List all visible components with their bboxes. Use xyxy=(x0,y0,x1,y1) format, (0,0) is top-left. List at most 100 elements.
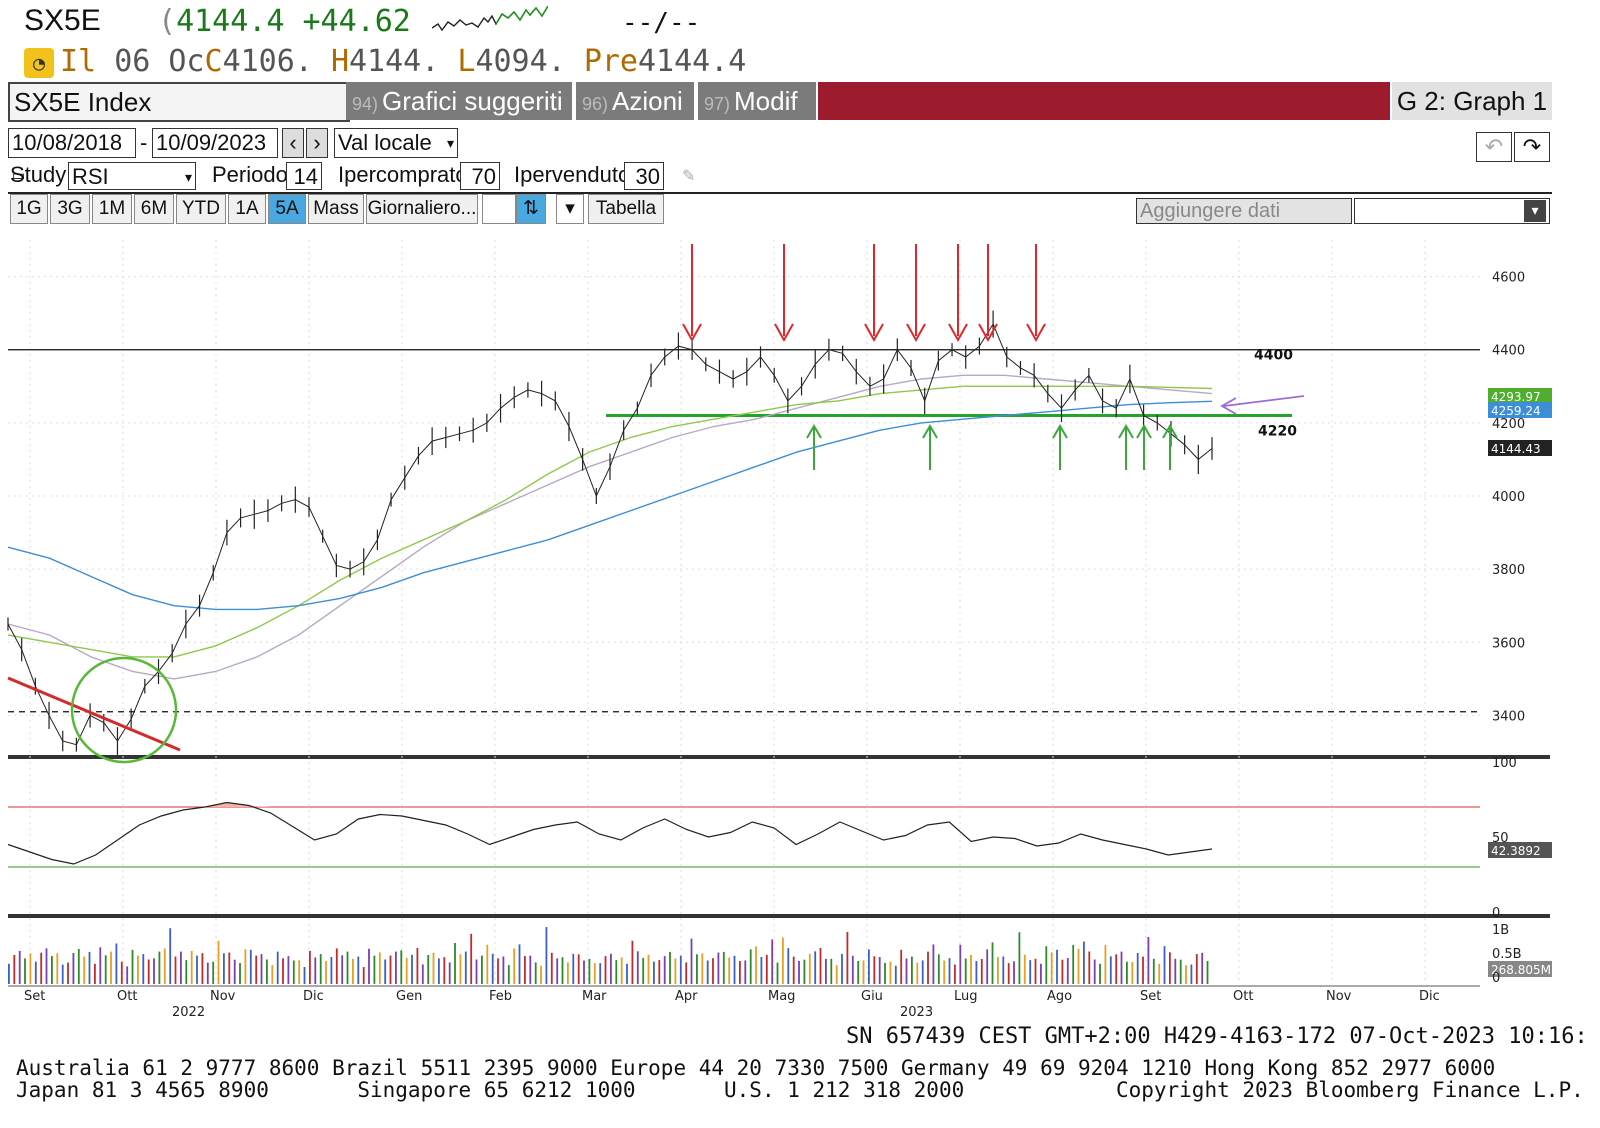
volume-bar xyxy=(803,959,806,984)
last-value-tag xyxy=(1488,402,1552,418)
volume-bar xyxy=(110,951,112,984)
volume-bar xyxy=(674,958,677,984)
add-data-input[interactable]: Aggiungere dati xyxy=(1136,198,1352,224)
volume-bar xyxy=(1152,958,1155,984)
security-field[interactable]: SX5E Index xyxy=(8,82,350,122)
menu-suggested-charts[interactable]: 94)Grafici suggeriti ▾ xyxy=(346,82,572,157)
volume-bar xyxy=(1061,959,1064,984)
quote-day: 06 xyxy=(114,44,151,79)
volume-bar xyxy=(647,954,650,984)
price-tick-label: 4400 xyxy=(1492,344,1525,359)
overbought-input[interactable]: 70 xyxy=(460,162,500,190)
trend-line xyxy=(7,676,181,752)
volume-bar xyxy=(701,953,704,984)
volume-bar xyxy=(389,955,392,984)
sparkline-icon xyxy=(432,6,548,32)
calendar-icon[interactable]: ▭ xyxy=(12,167,26,183)
menu-edit[interactable]: 97) Modif ▾ xyxy=(698,82,816,157)
volume-bars xyxy=(8,927,1209,985)
next-period-button[interactable]: › xyxy=(306,128,328,158)
date-from-field[interactable]: 10/08/2018 ▭ xyxy=(8,128,136,183)
volume-bar xyxy=(561,957,564,984)
volume-bar xyxy=(61,964,64,984)
low-value: 4094. xyxy=(475,44,566,79)
volume-bar xyxy=(1142,956,1144,984)
volume-bar xyxy=(1083,941,1085,984)
range-1g-button[interactable]: 1G xyxy=(10,194,48,224)
table-button[interactable]: Tabella xyxy=(588,194,664,224)
undo-button[interactable]: ↶ xyxy=(1476,132,1512,162)
volume-bar xyxy=(943,960,946,984)
intraday-label: Il xyxy=(60,44,97,79)
menu-actions[interactable]: 96) Azioni ▾ xyxy=(576,82,694,157)
chevron-down-icon[interactable]: ▾ xyxy=(1524,200,1546,222)
last-value-tag-text: 4144.43 xyxy=(1491,442,1541,456)
volume-bar xyxy=(1002,956,1005,984)
study-select[interactable]: RSI ▾ xyxy=(68,162,196,190)
volume-bar xyxy=(1109,956,1112,984)
range-max-button[interactable]: Mass xyxy=(308,194,364,224)
volume-bar xyxy=(685,962,688,984)
volume-bar xyxy=(900,949,903,984)
volume-bar xyxy=(932,944,935,984)
volume-bar xyxy=(373,955,376,984)
volume-bar xyxy=(593,963,596,984)
volume-bar xyxy=(507,965,510,984)
volume-bar xyxy=(190,950,193,984)
period-input[interactable]: 14 xyxy=(286,162,322,190)
prev-period-button[interactable]: ‹ xyxy=(282,128,304,158)
volume-bar xyxy=(1018,932,1021,984)
blank-button[interactable] xyxy=(482,194,516,224)
price-tick-label: 3800 xyxy=(1492,563,1525,578)
contacts-line-1: Australia 61 2 9777 8600 Brazil 5511 239… xyxy=(16,1056,1496,1080)
price-line xyxy=(7,323,1213,746)
date-to-field[interactable]: 10/09/2023 ▭ xyxy=(152,128,278,183)
range-3g-button[interactable]: 3G xyxy=(50,194,90,224)
study-label: Study xyxy=(10,162,67,187)
volume-bar xyxy=(679,955,682,984)
price-tick-label: 4600 xyxy=(1492,271,1525,286)
support-arrow-head xyxy=(922,424,938,439)
x-tick-label: Mar xyxy=(582,989,607,1004)
add-data-select[interactable] xyxy=(1354,198,1550,224)
chevron-down-icon: ▾ xyxy=(565,198,575,219)
x-tick-label: Ott xyxy=(1233,989,1253,1004)
volume-bar xyxy=(1126,961,1128,984)
volume-bar xyxy=(400,950,403,984)
chart-grid xyxy=(8,240,1550,987)
gauge-icon[interactable]: ◔ xyxy=(24,47,54,78)
volume-bar xyxy=(1077,948,1080,984)
volume-bar xyxy=(889,961,892,984)
currency-select[interactable]: Val locale ▾ xyxy=(334,128,458,158)
volume-bar xyxy=(524,956,526,984)
chart-type-dropdown[interactable]: ▾ xyxy=(556,194,584,224)
rsi-tick-label: 0 xyxy=(1492,906,1500,921)
volume-bar xyxy=(352,958,354,984)
range-5a-button[interactable]: 5A xyxy=(268,194,306,224)
volume-bar xyxy=(18,950,21,984)
rsi-tick-label: 100 xyxy=(1492,756,1517,771)
volume-bar xyxy=(518,944,521,984)
x-tick-label: Ago xyxy=(1047,989,1072,1004)
range-ytd-button[interactable]: YTD xyxy=(176,194,226,224)
range-1a-button[interactable]: 1A xyxy=(228,194,266,224)
redo-button[interactable]: ↷ xyxy=(1514,132,1550,162)
year-label: 2022 xyxy=(172,1005,205,1020)
chart-type-button[interactable]: ⇅ xyxy=(516,194,546,224)
x-tick-label: Set xyxy=(1140,989,1161,1004)
frequency-select[interactable]: Giornaliero... xyxy=(366,194,478,224)
volume-bar xyxy=(776,962,779,984)
volume-bar xyxy=(486,944,489,984)
price-change: +44.62 xyxy=(302,4,411,39)
rsi-overbought-fill xyxy=(8,802,1212,807)
highlight-circle xyxy=(70,656,178,764)
volume-bar xyxy=(959,944,962,984)
range-1m-button[interactable]: 1M xyxy=(92,194,132,224)
prev-value: 4144.4 xyxy=(638,44,747,79)
x-tick-label: Mag xyxy=(768,989,795,1004)
pencil-icon[interactable]: ✎ xyxy=(682,166,696,185)
oversold-input[interactable]: 30 xyxy=(624,162,664,190)
range-6m-button[interactable]: 6M xyxy=(134,194,174,224)
volume-bar xyxy=(427,955,430,984)
volume-bar xyxy=(980,959,983,984)
